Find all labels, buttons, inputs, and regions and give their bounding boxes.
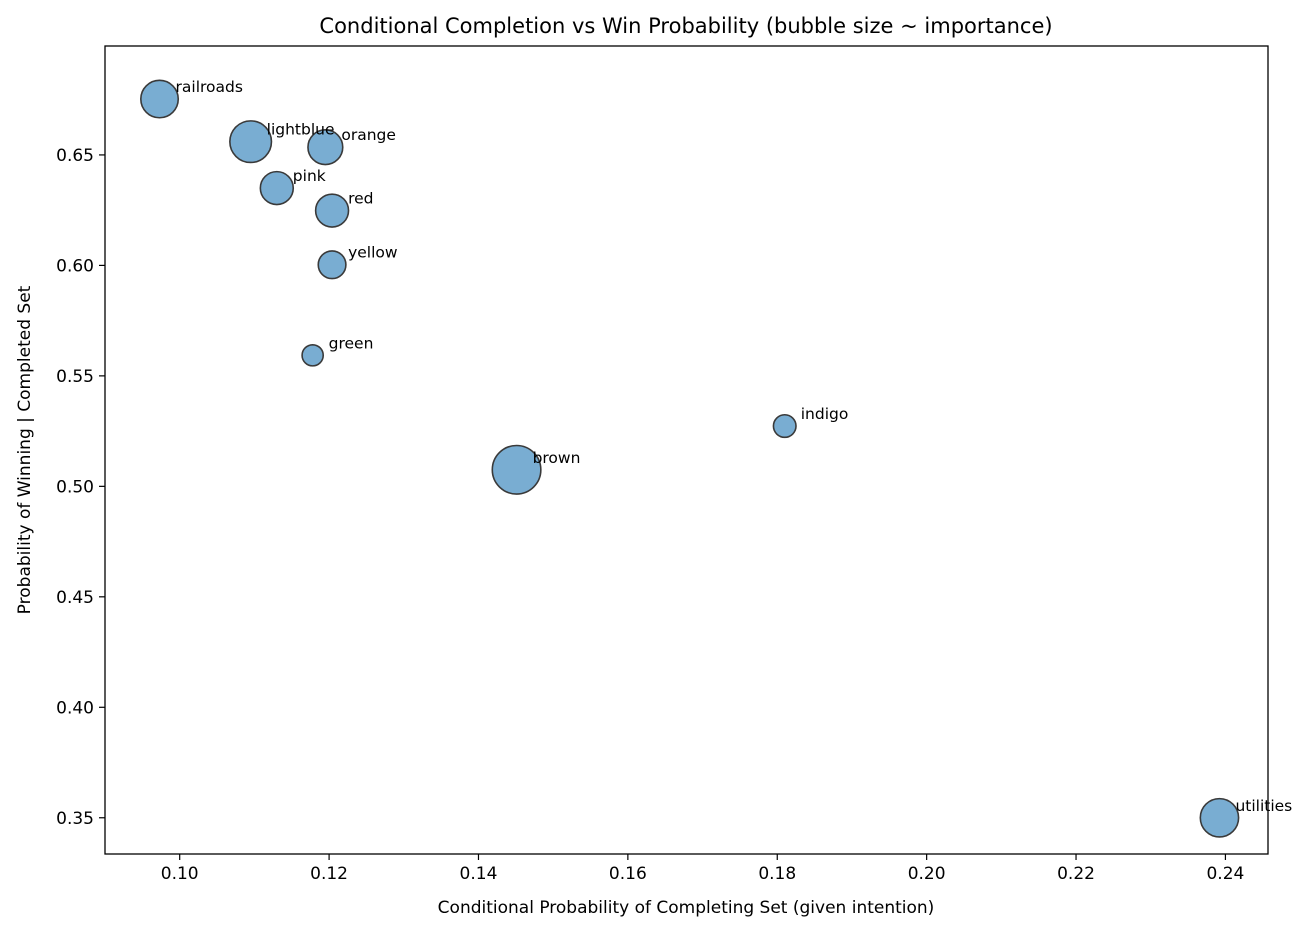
point-label-yellow: yellow bbox=[348, 244, 398, 262]
y-tick-label: 0.55 bbox=[56, 367, 94, 387]
bubble-orange bbox=[307, 129, 344, 166]
point-label-utilities: utilities bbox=[1235, 797, 1292, 815]
point-label-red: red bbox=[348, 190, 373, 208]
bubble-red bbox=[314, 193, 350, 228]
point-label-brown: brown bbox=[533, 449, 581, 467]
x-tick-label: 0.12 bbox=[310, 864, 348, 884]
x-tick-label: 0.14 bbox=[460, 864, 498, 884]
bubble-brown bbox=[491, 444, 542, 495]
bubble-yellow bbox=[317, 250, 347, 280]
bubble-lightblue bbox=[229, 120, 273, 164]
x-tick-label: 0.24 bbox=[1206, 864, 1244, 884]
y-tick-label: 0.45 bbox=[56, 588, 94, 608]
y-tick-label: 0.60 bbox=[56, 256, 94, 276]
x-tick-label: 0.10 bbox=[161, 864, 199, 884]
y-tick-label: 0.50 bbox=[56, 477, 94, 497]
plot-area: railroads lightblue orange pink red yellow gre… bbox=[140, 78, 1292, 838]
y-tick-label: 0.35 bbox=[56, 809, 94, 829]
x-tick-label: 0.22 bbox=[1057, 864, 1095, 884]
bubble-indigo bbox=[772, 413, 797, 439]
y-tick-label: 0.40 bbox=[56, 698, 94, 718]
point-label-railroads: railroads bbox=[176, 78, 243, 96]
bubble-utilities bbox=[1199, 797, 1240, 838]
x-tick-label: 0.18 bbox=[758, 864, 796, 884]
y-tick-label: 0.65 bbox=[56, 146, 94, 166]
bubble-green bbox=[301, 343, 325, 367]
chart-title: Conditional Completion vs Win Probabilit… bbox=[319, 14, 1052, 38]
y-axis: 0.35 0.40 0.45 0.50 0.55 0.60 0.65 bbox=[56, 146, 105, 829]
point-label-green: green bbox=[329, 334, 374, 352]
bubble-pink bbox=[259, 170, 295, 206]
x-axis: 0.10 0.12 0.14 0.16 0.18 0.20 0.22 0.24 bbox=[161, 854, 1244, 884]
plot-frame bbox=[104, 45, 1269, 855]
x-tick-label: 0.16 bbox=[609, 864, 647, 884]
x-tick-label: 0.20 bbox=[908, 864, 946, 884]
x-axis-label: Conditional Probability of Completing Se… bbox=[438, 898, 935, 918]
point-label-orange: orange bbox=[341, 126, 396, 144]
bubble-railroads bbox=[140, 79, 180, 119]
point-label-pink: pink bbox=[293, 167, 326, 185]
point-label-indigo: indigo bbox=[801, 405, 849, 423]
point-label-lightblue: lightblue bbox=[267, 121, 335, 139]
y-axis-label: Probability of Winning | Completed Set bbox=[15, 285, 35, 614]
